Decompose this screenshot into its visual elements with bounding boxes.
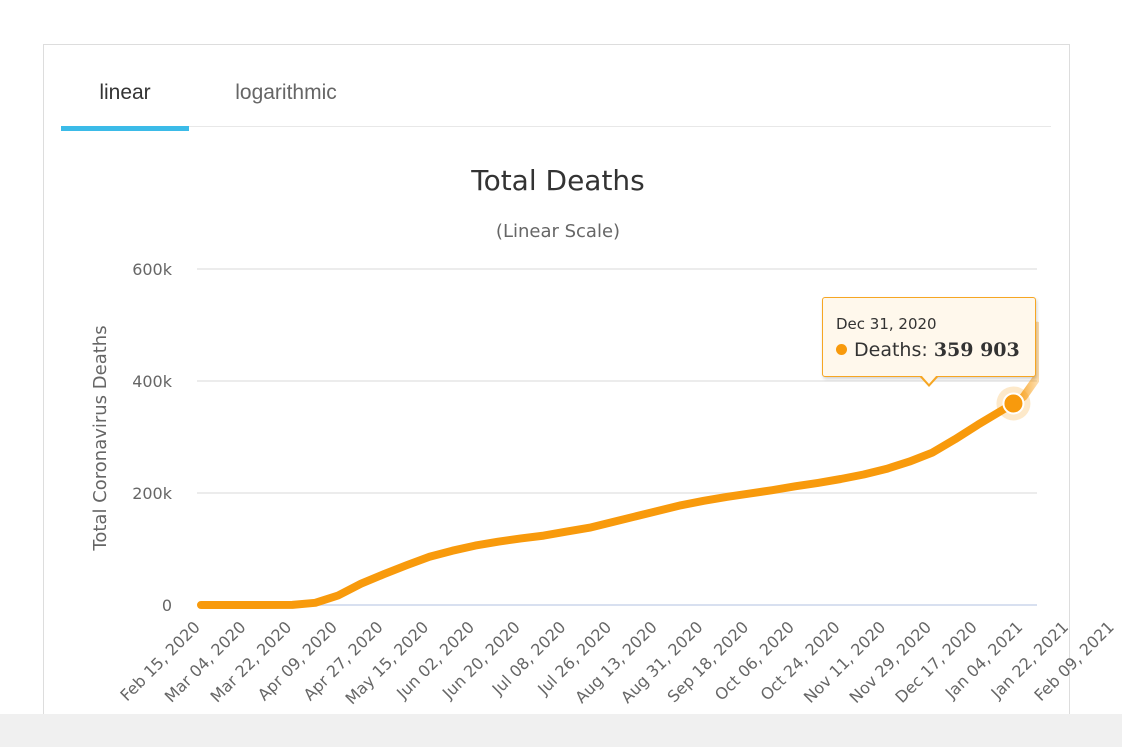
- tooltip-value: 359 903: [933, 339, 1020, 361]
- tooltip: Dec 31, 2020 Deaths: 359 903: [822, 297, 1036, 377]
- highlight-point[interactable]: [1002, 392, 1025, 415]
- tooltip-pointer-fill: [921, 375, 937, 384]
- series-dot-icon: [836, 344, 847, 355]
- x-tick-label: Oct 06, 2020: [711, 617, 798, 704]
- chart-card: [43, 44, 1070, 724]
- series-deaths: [197, 321, 1039, 609]
- y-axis-title: Total Coronavirus Deaths: [90, 325, 111, 551]
- footer-bar: [0, 714, 1122, 747]
- y-tick-label: 0: [162, 596, 172, 615]
- chart-subtitle: (Linear Scale): [496, 221, 620, 242]
- tab-logarithmic[interactable]: logarithmic: [235, 81, 337, 104]
- active-tab-indicator: [61, 126, 189, 131]
- tab-linear[interactable]: linear: [99, 81, 151, 104]
- x-tick-label: Feb 09, 2021: [1030, 617, 1117, 704]
- series-line-future: [1009, 321, 1039, 408]
- tooltip-series-name: Deaths:: [854, 339, 928, 361]
- x-tick-label: Feb 15, 2020: [116, 617, 203, 704]
- y-tick-label: 200k: [132, 484, 173, 503]
- gridlines: [197, 268, 1037, 606]
- series-line: [197, 399, 1018, 609]
- x-tick-label: Apr 27, 2020: [300, 617, 387, 704]
- x-tick-label: Apr 09, 2020: [254, 617, 341, 704]
- y-axis-labels: 0 200k 400k 600k: [132, 260, 173, 615]
- scale-tabs: linear logarithmic: [61, 60, 1051, 131]
- chart-title: Total Deaths: [470, 164, 645, 197]
- y-tick-label: 600k: [132, 260, 173, 279]
- x-tick-label: Oct 24, 2020: [757, 617, 844, 704]
- tooltip-row: Deaths: 359 903: [836, 339, 1020, 361]
- tooltip-date: Dec 31, 2020: [836, 315, 937, 333]
- y-tick-label: 400k: [132, 372, 173, 391]
